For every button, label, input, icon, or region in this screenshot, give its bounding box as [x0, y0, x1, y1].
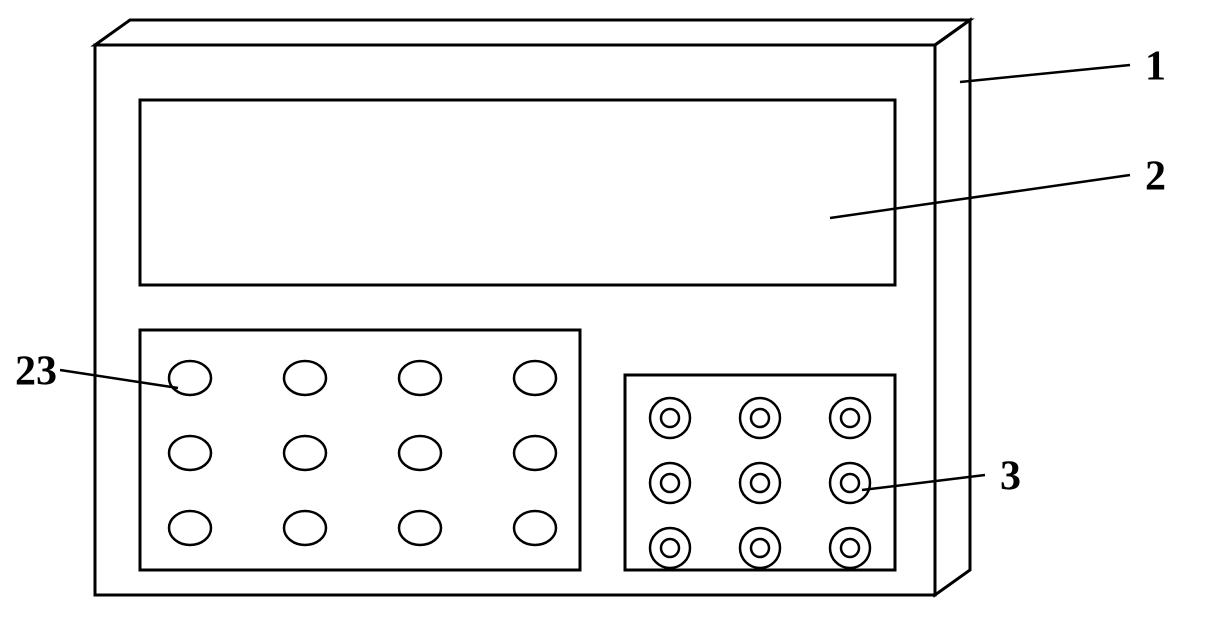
device-front-face: [95, 45, 935, 595]
keypad-right-button-inner: [661, 409, 679, 427]
callout-line-2: [830, 175, 1130, 218]
callout-label-1: 1: [1145, 44, 1166, 90]
callout-line-3: [862, 475, 985, 490]
callout-label-2: 2: [1145, 154, 1166, 200]
keypad-right-button-inner: [841, 539, 859, 557]
keypad-left-button[interactable]: [169, 511, 211, 545]
keypad-right-button-outer[interactable]: [740, 528, 780, 568]
keypad-left-button[interactable]: [399, 361, 441, 395]
keypad-right-button-outer[interactable]: [830, 398, 870, 438]
device-side-face: [935, 20, 970, 595]
callout-label-23: 23: [15, 349, 57, 395]
keypad-left-button[interactable]: [284, 361, 326, 395]
display-window: [140, 100, 895, 285]
keypad-right-button-outer[interactable]: [650, 528, 690, 568]
keypad-right-button-inner: [841, 409, 859, 427]
keypad-left-button[interactable]: [284, 511, 326, 545]
keypad-right-button-inner: [751, 539, 769, 557]
keypad-right-button-inner: [841, 474, 859, 492]
callout-line-23: [60, 370, 178, 388]
keypad-right-button-inner: [661, 474, 679, 492]
keypad-right-button-inner: [661, 539, 679, 557]
keypad-left-button[interactable]: [514, 361, 556, 395]
keypad-right-button-outer[interactable]: [650, 463, 690, 503]
keypad-right-button-outer[interactable]: [740, 463, 780, 503]
keypad-right-button-outer[interactable]: [830, 463, 870, 503]
keypad-left-button[interactable]: [284, 436, 326, 470]
callout-label-3: 3: [1000, 454, 1021, 500]
device-diagram: 12323: [0, 0, 1231, 627]
keypad-left-button[interactable]: [514, 511, 556, 545]
keypad-left-button[interactable]: [169, 436, 211, 470]
device-top-face: [95, 20, 970, 45]
keypad-left-button[interactable]: [514, 436, 556, 470]
keypad-left-button[interactable]: [399, 436, 441, 470]
callout-line-1: [960, 65, 1130, 82]
keypad-left-button[interactable]: [169, 361, 211, 395]
keypad-right-button-inner: [751, 409, 769, 427]
keypad-right-button-inner: [751, 474, 769, 492]
keypad-right-button-outer[interactable]: [830, 528, 870, 568]
keypad-right-button-outer[interactable]: [740, 398, 780, 438]
keypad-right-button-outer[interactable]: [650, 398, 690, 438]
keypad-left-button[interactable]: [399, 511, 441, 545]
